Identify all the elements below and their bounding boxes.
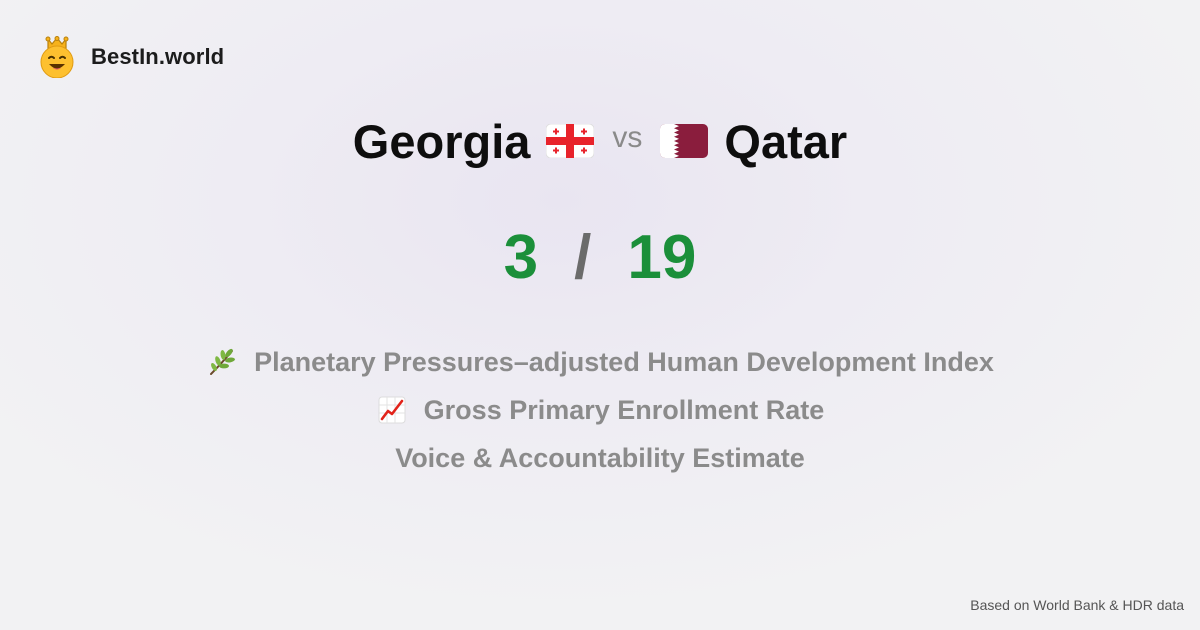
- score-row: 3 / 19: [0, 222, 1200, 293]
- herb-icon: [210, 348, 236, 375]
- brand[interactable]: BestIn.world: [39, 36, 224, 78]
- metric-item: Voice & Accountability Estimate: [0, 434, 1200, 482]
- crown-smiley-icon: [40, 36, 74, 78]
- country-right-name[interactable]: Qatar: [724, 114, 848, 168]
- data-source-note: Based on World Bank & HDR data: [970, 597, 1184, 613]
- chart-increasing-icon: [378, 396, 406, 424]
- vs-separator: vs: [612, 121, 643, 154]
- metrics-list: Planetary Pressures–adjusted Human Devel…: [0, 338, 1200, 482]
- score-right: 19: [627, 223, 697, 292]
- brand-name: BestIn.world: [91, 44, 225, 69]
- qatar-flag-icon: [660, 124, 709, 158]
- metric-label: Gross Primary Enrollment Rate: [423, 394, 825, 425]
- country-left-name[interactable]: Georgia: [352, 114, 531, 168]
- score-separator: /: [574, 223, 592, 292]
- georgia-flag-icon: [546, 124, 595, 158]
- metric-item: Gross Primary Enrollment Rate: [0, 386, 1200, 434]
- metric-label: Planetary Pressures–adjusted Human Devel…: [254, 346, 994, 377]
- metric-label: Voice & Accountability Estimate: [395, 442, 805, 473]
- comparison-title: Georgia vs Qatar: [0, 110, 1200, 172]
- score-left: 3: [503, 223, 539, 292]
- metric-item: Planetary Pressures–adjusted Human Devel…: [0, 338, 1200, 386]
